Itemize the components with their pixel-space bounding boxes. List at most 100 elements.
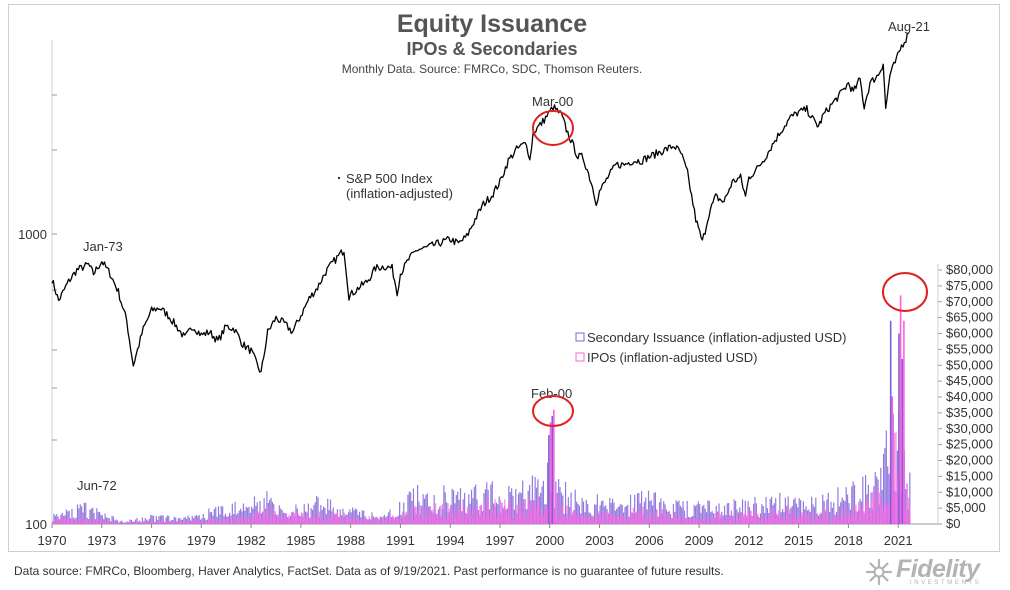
ipo-bar [454,517,456,524]
ipo-bar [280,519,282,524]
ipo-bar [249,516,251,524]
ipo-bar [194,521,196,524]
ipo-bar [559,518,561,524]
ipo-bar [769,517,771,524]
ipo-bar [385,519,387,524]
ipo-bar [712,517,715,524]
chart-frame [8,4,1000,552]
ipo-bar [432,509,434,524]
ipo-bar [840,519,842,524]
secondary-bar [358,511,361,524]
ipo-bar [430,509,433,524]
ipo-bar [172,521,174,524]
sp500-index-line [51,32,909,373]
secondary-bar [147,520,149,524]
ipo-bar [841,510,843,524]
ipo-bar [671,518,673,524]
secondary-bar [809,511,811,524]
ipo-bar [197,520,199,524]
ipo-bar [437,513,439,524]
ipo-bar [242,520,244,524]
secondary-bar [852,481,854,524]
series-label-sp500-line1: S&P 500 Index [346,171,433,186]
ipo-bar [740,516,742,524]
ipo-bar [180,521,182,524]
ipo-bar [483,503,485,524]
secondary-bar [248,506,250,524]
secondary-bar [175,517,177,524]
ipo-bar [620,514,622,524]
ipo-bar [367,521,369,524]
secondary-bar [678,500,680,524]
left-tick-label: 100 [25,517,47,532]
secondary-bar [342,508,344,524]
highlight-circle-mar00 [532,110,574,146]
ipo-bar [688,519,690,524]
ipo-bar [635,511,637,524]
ipo-bar [791,512,793,524]
ipo-bar [361,520,363,524]
secondary-bar [519,491,521,524]
ipo-bar [835,516,838,524]
ipo-bar [882,508,885,524]
ipo-bar [505,509,507,524]
sunburst-icon [865,558,893,586]
ipo-bar [125,522,127,524]
secondary-bar [802,501,804,524]
ipo-bar [166,521,168,524]
x-tick-label: 1976 [137,533,166,548]
ipo-bar [667,521,669,524]
chart-title: Equity Issuance [397,10,587,38]
ipo-bar [60,519,62,524]
ipo-bar [564,516,567,524]
ipo-bar [306,513,308,524]
ipo-bar [851,512,853,524]
ipo-bar [795,519,798,524]
secondary-bar [158,516,160,524]
ipo-bar [516,504,518,524]
x-tick-label: 1973 [87,533,116,548]
right-tick-label: $25,000 [946,437,993,452]
ipo-bar [72,520,74,524]
secondary-bar [741,499,744,524]
secondary-bar [452,490,455,524]
ipo-bar [389,515,391,524]
ipo-bar [806,514,809,524]
secondary-bar [721,511,723,524]
ipo-bar [808,520,810,524]
right-tick-label: $50,000 [946,357,993,372]
ipo-bar [313,517,315,524]
ipo-bar [587,518,589,524]
secondary-bar [85,502,87,524]
secondary-bar [367,519,369,524]
secondary-bar [181,519,184,524]
secondary-bar [349,509,351,524]
secondary-bar [446,502,448,524]
secondary-bar [711,511,713,524]
ipo-bar [335,513,337,524]
ipo-bar [238,521,240,524]
secondary-bar [417,485,419,524]
right-tick-label: $40,000 [946,389,993,404]
ipo-bar [670,519,672,524]
ipo-bar [237,519,239,524]
series-label-sp500-line2: (inflation-adjusted) [346,186,453,201]
secondary-bar [703,505,705,524]
ipo-bar [198,522,200,524]
secondary-bar [101,515,103,524]
ipo-bar [595,515,597,524]
ipo-bar [509,501,511,524]
ipo-bar [161,520,163,524]
ipo-bar [75,520,77,524]
ipo-bar [582,515,585,524]
ipo-bar [264,511,267,524]
secondary-bar [241,511,243,524]
ipo-bar [136,521,138,524]
ipo-bar [408,518,410,524]
ipo-bar [534,498,536,524]
secondary-bar [262,511,264,524]
ipo-bar [594,520,596,524]
ipo-bar [475,507,477,524]
secondary-bar [882,453,885,524]
ipo-bar [323,519,325,524]
